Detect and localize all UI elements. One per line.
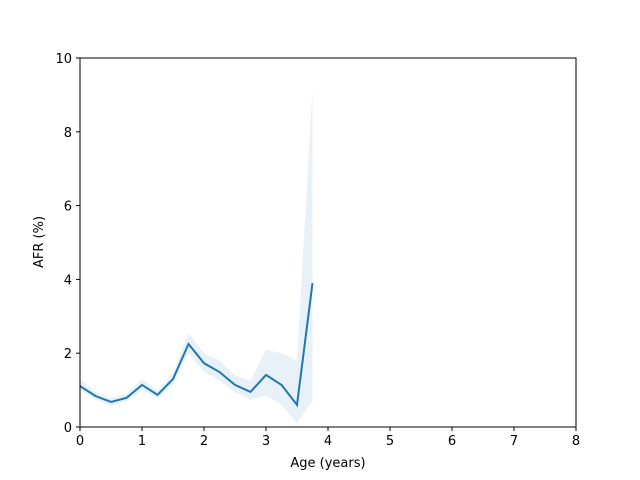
y-tick-label: 10 [55,52,72,67]
x-tick-label: 4 [324,434,332,449]
x-axis-label: Age (years) [290,456,365,471]
line [79,282,314,408]
y-tick-label: 8 [64,126,72,141]
x-tick-label: 1 [138,434,146,449]
x-tick-label: 2 [200,434,208,449]
x-tick-label: 5 [386,434,394,449]
x-tick-label: 7 [510,434,518,449]
x-tick-label: 0 [76,434,84,449]
x-tick-label: 3 [262,434,270,449]
y-axis-label: AFR (%) [32,216,47,268]
confidence-band [80,87,313,424]
y-tick-label: 6 [64,200,72,215]
x-tick-label: 8 [572,434,580,449]
y-tick-label: 0 [64,421,72,436]
x-tick-label: 6 [448,434,456,449]
y-tick-label: 4 [64,273,72,288]
y-tick-label: 2 [64,347,72,362]
